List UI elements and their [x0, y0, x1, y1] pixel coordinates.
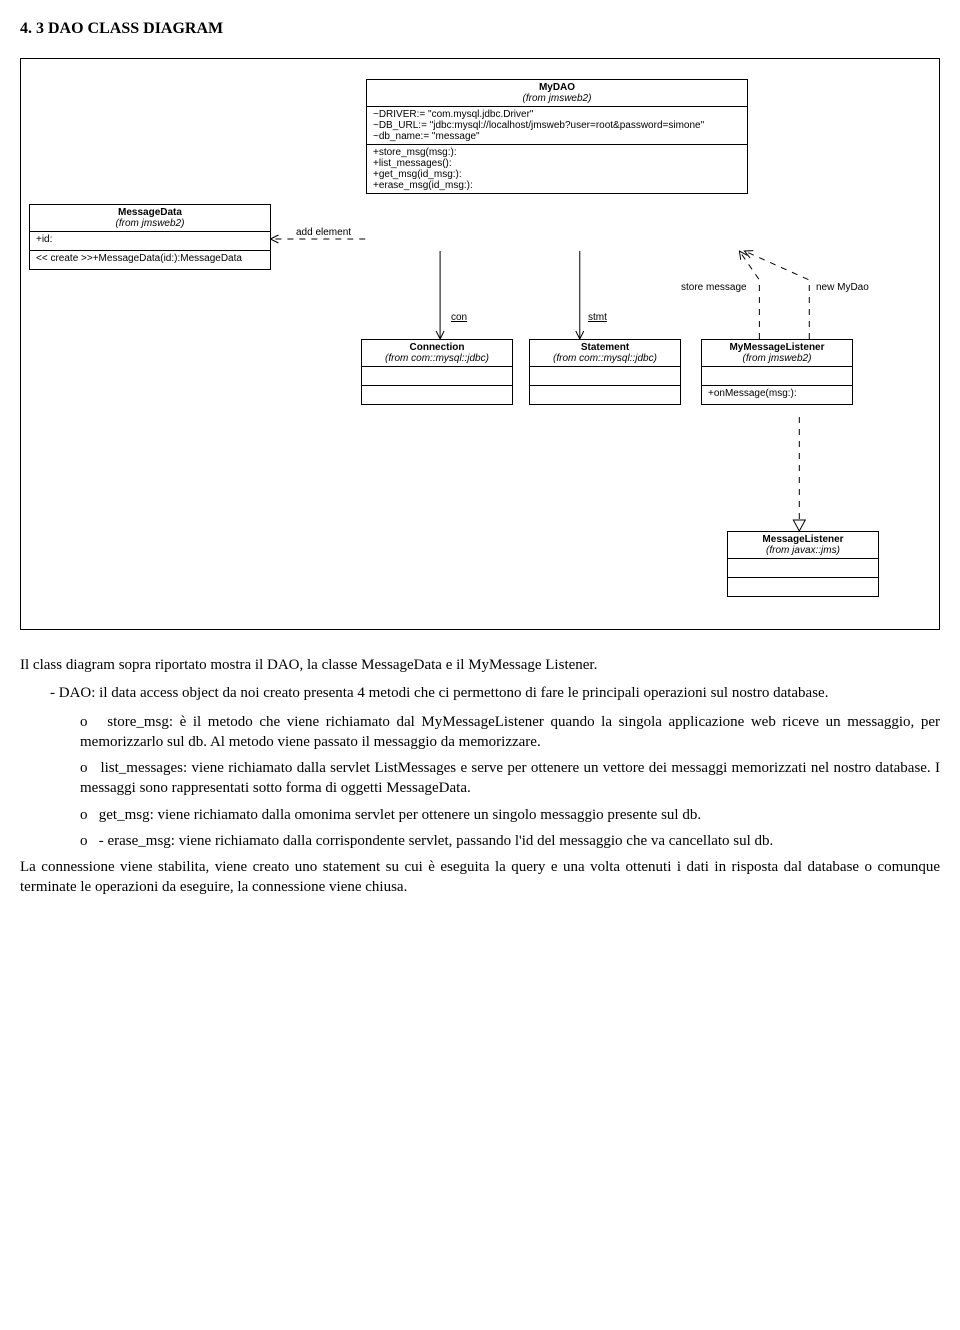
class-name: MessageData — [36, 207, 264, 218]
uml-class-connection: Connection(from com::mysql::jdbc) — [361, 339, 513, 405]
class-from: (from com::mysql::jdbc) — [536, 353, 674, 364]
bullet-store-msg: store_msg: è il metodo che viene richiam… — [80, 712, 940, 753]
uml-class-mymessagelistener: MyMessageListener(from jmsweb2) +onMessag… — [701, 339, 853, 405]
intro-paragraph: Il class diagram sopra riportato mostra … — [20, 655, 940, 675]
uml-class-messagelistener: MessageListener(from javax::jms) — [727, 531, 879, 597]
class-method: +onMessage(msg:): — [708, 388, 846, 399]
edge-label: con — [451, 312, 467, 323]
class-attribute: ~DB_URL:= "jdbc:mysql://localhost/jmsweb… — [373, 120, 741, 131]
class-attribute: ~db_name:= "message" — [373, 131, 741, 142]
class-name: MessageListener — [734, 534, 872, 545]
class-attribute: ~DRIVER:= "com.mysql.jdbc.Driver" — [373, 109, 741, 120]
uml-class-messagedata: MessageData(from jmsweb2) +id: << create >… — [29, 204, 271, 270]
class-method: +get_msg(id_msg:): — [373, 169, 741, 180]
class-method: +list_messages(): — [373, 158, 741, 169]
uml-class-mydao: MyDAO(from jmsweb2) ~DRIVER:= "com.mysql.… — [366, 79, 748, 194]
class-name: MyMessageListener — [708, 342, 846, 353]
conn-paragraph: La connessione viene stabilita, viene cr… — [20, 857, 940, 898]
class-method: << create >>+MessageData(id:):MessageDat… — [36, 253, 264, 264]
class-attribute: +id: — [36, 234, 264, 245]
body-text: Il class diagram sopra riportato mostra … — [20, 655, 940, 898]
dao-list-item: DAO: il data access object da noi creato… — [50, 683, 940, 703]
class-name: Connection — [368, 342, 506, 353]
page-title: 4. 3 DAO CLASS DIAGRAM — [20, 20, 940, 38]
class-from: (from jmsweb2) — [36, 218, 264, 229]
class-from: (from javax::jms) — [734, 545, 872, 556]
class-from: (from jmsweb2) — [373, 93, 741, 104]
edge-label: store message — [681, 282, 747, 293]
class-method: +store_msg(msg:): — [373, 147, 741, 158]
edge-label: add element — [296, 227, 351, 238]
bullet-list-messages: list_messages: viene richiamato dalla se… — [80, 758, 940, 799]
class-from: (from com::mysql::jdbc) — [368, 353, 506, 364]
edge-label: new MyDao — [816, 282, 869, 293]
class-method: +erase_msg(id_msg:): — [373, 180, 741, 191]
bullet-get-msg: get_msg: viene richiamato dalla omonima … — [80, 805, 940, 825]
uml-class-statement: Statement(from com::mysql::jdbc) — [529, 339, 681, 405]
bullet-erase-msg: - erase_msg: viene richiamato dalla corr… — [80, 831, 940, 851]
edge-label: stmt — [588, 312, 607, 323]
class-name: MyDAO — [373, 82, 741, 93]
uml-diagram: MessageData(from jmsweb2)+id:<< create >… — [20, 58, 940, 630]
class-from: (from jmsweb2) — [708, 353, 846, 364]
class-name: Statement — [536, 342, 674, 353]
